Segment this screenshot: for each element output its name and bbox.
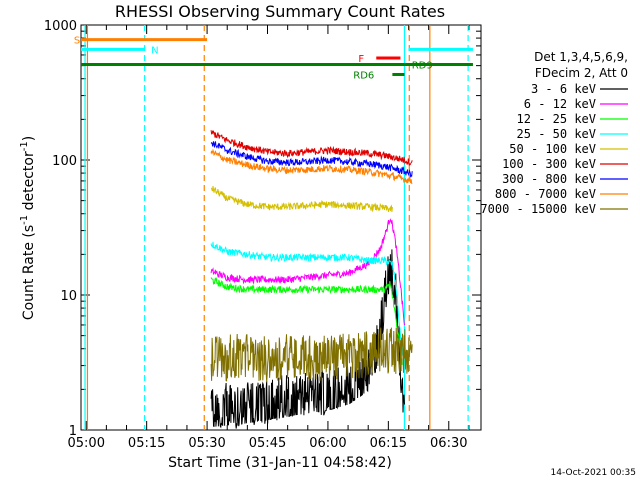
- y-tick-label: 1000: [44, 19, 77, 34]
- legend-entry-label: 100 - 300 keV: [502, 157, 596, 171]
- vertical-markers: [84, 25, 469, 430]
- chart-title: RHESSI Observing Summary Count Rates: [115, 2, 445, 21]
- series-line-2: [210, 218, 405, 326]
- series-line-5: [211, 185, 393, 213]
- plot-frame: [80, 24, 482, 431]
- series-line-4: [210, 241, 405, 364]
- series-line-3: [210, 276, 403, 365]
- legend: Det 1,3,4,5,6,9, FDecim 2, Att 0 3 - 6 k…: [480, 50, 628, 216]
- x-tick-label: 05:00: [68, 436, 105, 451]
- series-line-9: [210, 327, 413, 383]
- state-bars: S N F RD6 RD9: [74, 36, 473, 81]
- legend-header-2: FDecim 2, Att 0: [535, 66, 628, 80]
- series-line-8: [210, 148, 413, 185]
- x-axis-label: Start Time (31-Jan-11 04:58:42): [168, 455, 392, 471]
- y-tick-label: 1: [69, 424, 77, 439]
- legend-entry-label: 3 - 6 keV: [531, 82, 596, 96]
- x-tick-label: 06:00: [309, 436, 346, 451]
- x-tick-label: 05:15: [128, 436, 165, 451]
- legend-entry-label: 7000 - 15000 keV: [480, 202, 596, 216]
- series-group: [210, 130, 413, 429]
- x-tick-label: 06:15: [370, 436, 407, 451]
- y-tick-label: 100: [52, 154, 77, 169]
- legend-entry-label: 300 - 800 keV: [502, 172, 596, 186]
- legend-entry-label: 800 - 7000 keV: [495, 187, 596, 201]
- legend-entry-label: 12 - 25 keV: [517, 112, 596, 126]
- y-axis-label: Count Rate (s-1 detector-1): [19, 136, 37, 320]
- x-tick-label: 05:30: [188, 436, 225, 451]
- legend-entry-label: 6 - 12 keV: [524, 97, 596, 111]
- state-bar-label: S: [74, 36, 80, 47]
- series-line-6: [210, 130, 413, 166]
- state-bar-label: N: [151, 45, 158, 56]
- state-bar-label: RD9: [412, 60, 433, 71]
- series-line-7: [210, 141, 413, 178]
- legend-entry-label: 25 - 50 keV: [517, 127, 596, 141]
- x-tick-label: 06:30: [430, 436, 467, 451]
- state-bar-label: RD6: [353, 70, 374, 81]
- generated-timestamp: 14-Oct-2021 00:35: [551, 468, 636, 478]
- legend-header-1: Det 1,3,4,5,6,9,: [534, 50, 628, 64]
- y-tick-label: 10: [60, 289, 77, 304]
- legend-entry-label: 50 - 100 keV: [509, 142, 596, 156]
- x-tick-label: 05:45: [249, 436, 286, 451]
- state-bar-label: F: [358, 54, 364, 65]
- axis-ticks: 1 10 100 1000 05:00 05:15 05:30 05:45 06:00 06:15…: [44, 19, 481, 451]
